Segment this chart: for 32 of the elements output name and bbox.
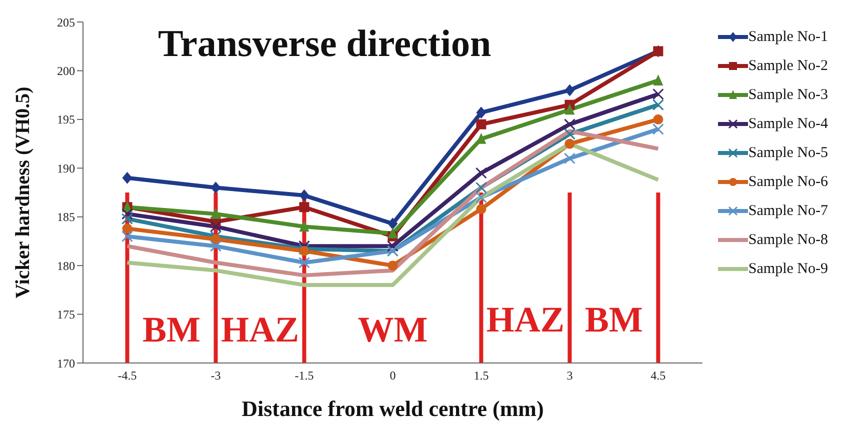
chart-title: Transverse direction	[158, 22, 492, 66]
x-tick-label: 0	[390, 368, 396, 383]
y-tick-label: 170	[57, 356, 75, 370]
legend-label: Sample No-5	[748, 144, 828, 162]
annotation: BM	[584, 299, 643, 340]
y-tick-label: 190	[57, 161, 75, 176]
y-tick-label: 195	[57, 112, 75, 127]
legend-label: Sample No-2	[748, 56, 828, 76]
legend-label: Sample No-4	[748, 114, 828, 134]
y-tick-label: 180	[57, 258, 75, 273]
y-tick-label: 200	[57, 64, 75, 78]
legend-label: Sample No-8	[748, 230, 828, 250]
y-axis-title: Vicker hardness (VH0.5)	[12, 86, 34, 298]
legend-label: Sample No-3	[748, 86, 828, 104]
y-tick-label: 175	[57, 308, 75, 322]
x-tick-label: -4.5	[118, 368, 137, 383]
x-tick-label: -1.5	[294, 368, 314, 383]
x-axis-title: Distance from weld centre (mm)	[242, 396, 544, 421]
annotation: BM	[142, 310, 200, 350]
x-tick-label: 3	[566, 368, 573, 383]
legend-label: Sample No-7	[748, 202, 828, 220]
x-tick-label: 4.5	[650, 368, 666, 383]
annotation: HAZ	[486, 299, 564, 340]
legend-label: Sample No-6	[748, 172, 828, 192]
x-tick-label: -3	[210, 368, 221, 383]
y-tick-label: 185	[57, 210, 75, 224]
y-tick-label: 205	[57, 15, 75, 30]
legend-label: Sample No-9	[748, 260, 828, 278]
annotation: HAZ	[220, 310, 299, 350]
x-tick-label: 1.5	[474, 368, 489, 383]
annotation: WM	[358, 310, 428, 350]
legend-label: Sample No-1	[748, 28, 828, 46]
